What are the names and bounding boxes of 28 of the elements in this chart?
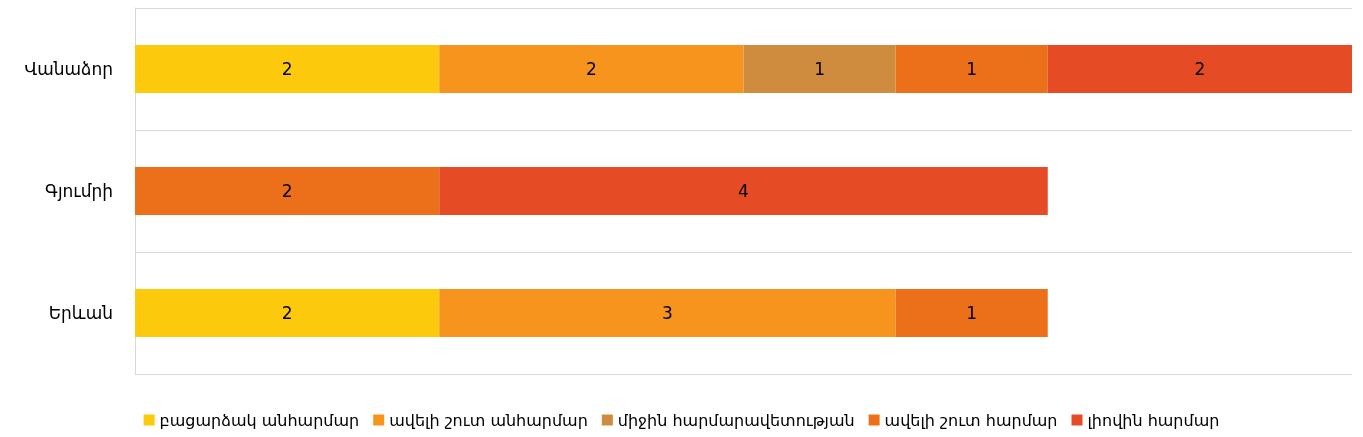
bar	[439, 289, 896, 337]
data-label: 2	[1194, 59, 1206, 79]
data-label: 1	[966, 59, 978, 79]
bar	[135, 289, 440, 337]
data-label: 2	[281, 59, 293, 79]
legend-label: լիովին հարմար	[1087, 410, 1220, 430]
bar	[743, 45, 896, 93]
bar	[439, 167, 1048, 215]
y-tick-label: Երևան	[48, 303, 113, 323]
bar	[895, 289, 1048, 337]
data-label: 2	[281, 181, 293, 201]
legend-label: միջին հարմարավետության	[617, 410, 855, 430]
legend-label: բացարձակ անհարմար	[159, 410, 360, 430]
data-label: 3	[662, 303, 673, 323]
bar	[895, 45, 1048, 93]
data-label: 4	[738, 181, 749, 201]
bar	[1047, 45, 1352, 93]
y-tick-label: Վանաձոր	[24, 59, 113, 79]
data-label: 1	[814, 59, 825, 79]
legend-label: ավելի շուտ հարմար	[884, 410, 1058, 430]
bar	[135, 45, 440, 93]
bar	[439, 45, 744, 93]
y-tick-label: Գյումրի	[45, 181, 113, 201]
legend-label: ավելի շուտ անհարմար	[389, 410, 588, 430]
bar	[135, 167, 440, 215]
data-label: 2	[585, 59, 597, 79]
data-label: 2	[281, 303, 293, 323]
data-label: 1	[966, 303, 978, 323]
